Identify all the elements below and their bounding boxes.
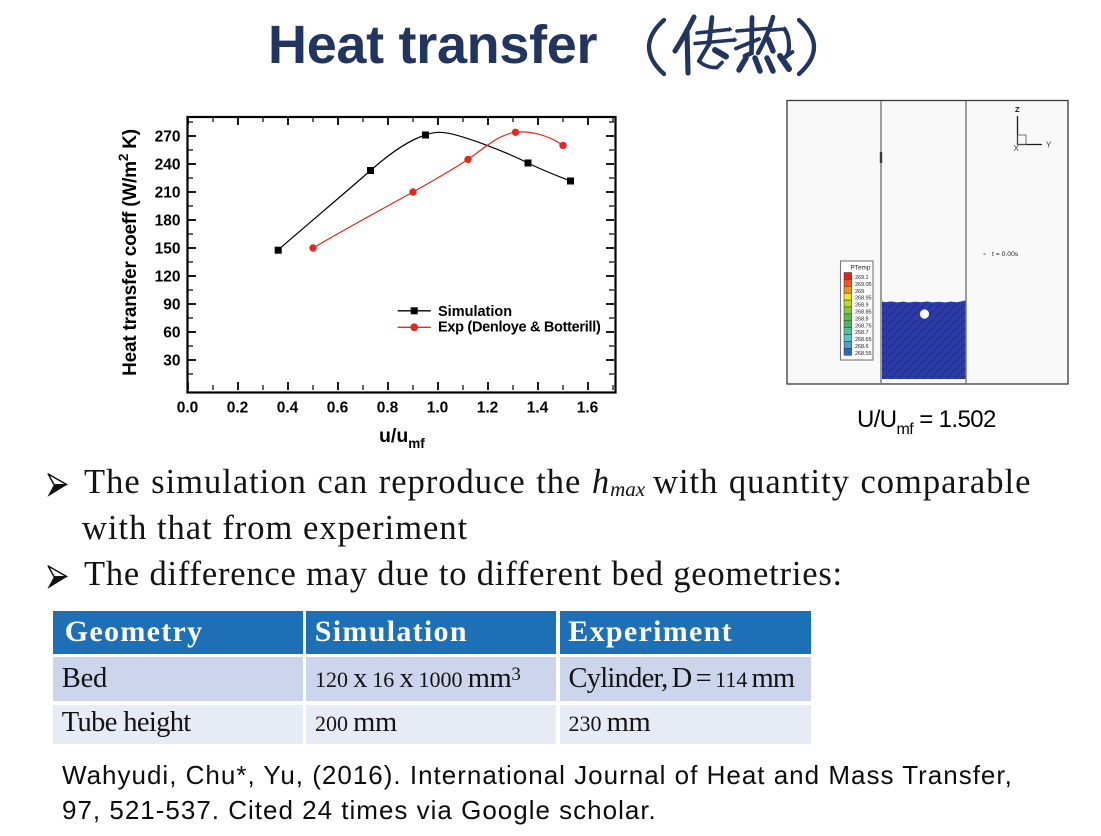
svg-text:120: 120 — [155, 269, 181, 286]
svg-text:268.55: 268.55 — [855, 351, 872, 357]
svg-text:268.65: 268.65 — [855, 337, 872, 343]
svg-text:Heat transfer coeff (W/m2 K): Heat transfer coeff (W/m2 K) — [116, 129, 141, 376]
svg-text:180: 180 — [155, 213, 181, 230]
svg-text:268.7: 268.7 — [855, 330, 869, 336]
svg-text:150: 150 — [155, 241, 181, 258]
svg-text:270: 270 — [155, 129, 181, 146]
svg-text:1.0: 1.0 — [427, 400, 449, 417]
svg-text:268.95: 268.95 — [855, 296, 872, 302]
svg-text:Z: Z — [1015, 105, 1020, 114]
svg-text:u/umf: u/umf — [379, 425, 425, 451]
svg-text:0.4: 0.4 — [277, 400, 299, 417]
svg-text:268.9: 268.9 — [855, 303, 869, 309]
svg-text:0.8: 0.8 — [377, 400, 399, 417]
svg-text:30: 30 — [163, 353, 180, 370]
svg-text:268.85: 268.85 — [855, 310, 872, 316]
svg-text:268.6: 268.6 — [855, 344, 869, 350]
svg-text:269.05: 269.05 — [855, 282, 872, 288]
svg-text:269: 269 — [855, 289, 864, 295]
svg-text:PTemp: PTemp — [851, 265, 871, 272]
svg-text:0.0: 0.0 — [177, 400, 199, 417]
svg-text:Y: Y — [1046, 141, 1052, 150]
svg-text:Simulation: Simulation — [438, 304, 512, 320]
svg-text:60: 60 — [163, 325, 180, 342]
svg-text:t = 0.00s: t = 0.00s — [992, 251, 1019, 258]
svg-text:0.2: 0.2 — [227, 400, 249, 417]
svg-text:210: 210 — [155, 185, 181, 202]
svg-text:1.6: 1.6 — [577, 400, 599, 417]
svg-text:1.2: 1.2 — [477, 400, 499, 417]
svg-text:1.4: 1.4 — [527, 400, 549, 417]
svg-text:269.1: 269.1 — [855, 275, 869, 281]
svg-text:268.8: 268.8 — [855, 316, 869, 322]
svg-text:X: X — [1014, 144, 1020, 153]
svg-text:0.6: 0.6 — [327, 400, 349, 417]
svg-text:240: 240 — [155, 157, 181, 174]
svg-text:Exp (Denloye & Botterill): Exp (Denloye & Botterill) — [438, 319, 601, 335]
svg-text:268.75: 268.75 — [855, 323, 872, 329]
svg-text:90: 90 — [163, 297, 180, 314]
